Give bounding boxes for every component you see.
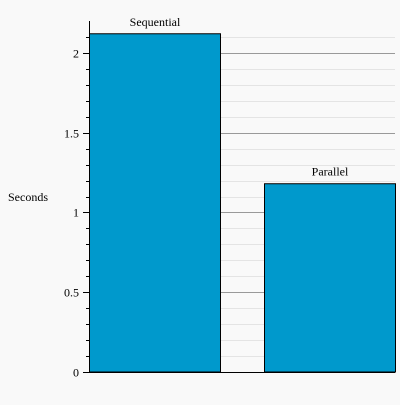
y-tick-label: 2 xyxy=(73,47,79,61)
y-tick-label: 1.5 xyxy=(64,127,79,141)
bars-layer: Sequential Parallel xyxy=(89,15,396,373)
bar-label-parallel: Parallel xyxy=(312,165,349,179)
axis-layer: 0 0.5 1 1.5 2 xyxy=(64,21,395,380)
y-tick-label: 0 xyxy=(73,366,79,380)
bar-label-sequential: Sequential xyxy=(130,15,181,29)
y-tick-label: 0.5 xyxy=(64,286,79,300)
y-tick-label: 1 xyxy=(73,206,79,220)
bar-sequential xyxy=(89,33,221,373)
bar-parallel xyxy=(264,183,396,373)
y-axis-label: Seconds xyxy=(8,190,48,204)
